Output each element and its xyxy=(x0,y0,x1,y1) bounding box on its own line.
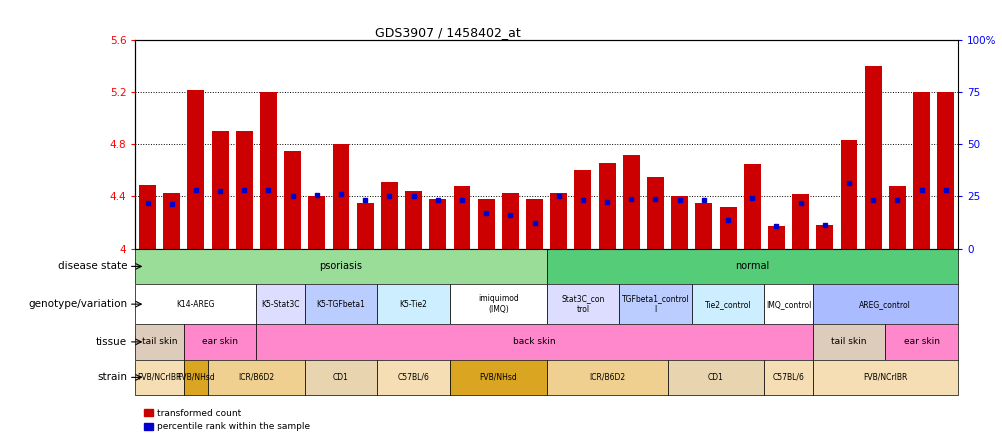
Text: back skin: back skin xyxy=(513,337,555,346)
Bar xyxy=(135,249,546,284)
Text: CD1: CD1 xyxy=(333,373,349,382)
Bar xyxy=(257,284,305,324)
Bar xyxy=(139,185,156,249)
Text: ear skin: ear skin xyxy=(903,337,939,346)
Bar xyxy=(260,92,277,249)
Bar xyxy=(937,92,953,249)
Bar xyxy=(450,360,546,395)
Bar xyxy=(207,360,305,395)
Bar xyxy=(885,324,957,360)
Text: AREG_control: AREG_control xyxy=(859,300,911,309)
Text: FVB/NHsd: FVB/NHsd xyxy=(176,373,214,382)
Bar xyxy=(377,284,450,324)
Text: normal: normal xyxy=(734,262,769,271)
Bar xyxy=(646,177,663,249)
Bar xyxy=(598,163,615,249)
Text: ear skin: ear skin xyxy=(201,337,237,346)
Text: imiquimod
(IMQ): imiquimod (IMQ) xyxy=(477,294,518,314)
Bar xyxy=(764,360,812,395)
Bar xyxy=(135,284,257,324)
Bar xyxy=(792,194,809,249)
Text: tail skin: tail skin xyxy=(831,337,866,346)
Bar xyxy=(305,360,377,395)
Text: TGFbeta1_control
l: TGFbeta1_control l xyxy=(621,294,688,314)
Bar xyxy=(381,182,398,249)
Bar xyxy=(526,199,542,249)
Text: Tie2_control: Tie2_control xyxy=(704,300,750,309)
Bar xyxy=(235,131,253,249)
Bar xyxy=(667,360,764,395)
Bar xyxy=(574,170,591,249)
Bar xyxy=(546,360,667,395)
Bar xyxy=(670,196,687,249)
Bar xyxy=(405,191,422,249)
Bar xyxy=(743,164,760,249)
Title: GDS3907 / 1458402_at: GDS3907 / 1458402_at xyxy=(375,26,520,39)
Bar xyxy=(477,199,494,249)
Bar xyxy=(812,284,957,324)
Bar xyxy=(764,284,812,324)
Text: ICR/B6D2: ICR/B6D2 xyxy=(238,373,275,382)
Text: FVB/NCrIBR: FVB/NCrIBR xyxy=(137,373,181,382)
Bar xyxy=(546,284,618,324)
Bar xyxy=(357,203,374,249)
Text: C57BL/6: C57BL/6 xyxy=(772,373,804,382)
Bar xyxy=(308,196,325,249)
Text: tail skin: tail skin xyxy=(141,337,177,346)
Text: Stat3C_con
trol: Stat3C_con trol xyxy=(561,294,604,314)
Text: disease state: disease state xyxy=(58,262,127,271)
Bar xyxy=(546,249,957,284)
Text: ICR/B6D2: ICR/B6D2 xyxy=(588,373,624,382)
Bar xyxy=(305,284,377,324)
Bar xyxy=(718,207,735,249)
Text: FVB/NHsd: FVB/NHsd xyxy=(479,373,517,382)
Text: tissue: tissue xyxy=(96,337,127,347)
Bar xyxy=(768,226,785,249)
Bar xyxy=(840,140,857,249)
Bar xyxy=(622,155,639,249)
Legend: transformed count, percentile rank within the sample: transformed count, percentile rank withi… xyxy=(140,405,314,435)
Bar xyxy=(550,193,567,249)
Bar xyxy=(912,92,929,249)
Bar xyxy=(816,225,833,249)
Bar xyxy=(812,360,957,395)
Bar xyxy=(135,360,183,395)
Text: FVB/NCrIBR: FVB/NCrIBR xyxy=(863,373,907,382)
Bar xyxy=(694,203,711,249)
Bar xyxy=(333,144,349,249)
Text: K14-AREG: K14-AREG xyxy=(176,300,214,309)
Text: K5-Tie2: K5-Tie2 xyxy=(399,300,427,309)
Bar xyxy=(187,90,204,249)
Bar xyxy=(377,360,450,395)
Text: psoriasis: psoriasis xyxy=(320,262,362,271)
Text: CD1: CD1 xyxy=(707,373,723,382)
Bar xyxy=(135,324,183,360)
Bar xyxy=(691,284,764,324)
Bar xyxy=(450,284,546,324)
Bar xyxy=(183,324,257,360)
Bar xyxy=(888,186,905,249)
Bar xyxy=(453,186,470,249)
Bar xyxy=(211,131,228,249)
Text: K5-Stat3C: K5-Stat3C xyxy=(262,300,300,309)
Bar xyxy=(163,193,180,249)
Bar xyxy=(618,284,691,324)
Bar xyxy=(284,151,301,249)
Bar xyxy=(183,360,207,395)
Text: strain: strain xyxy=(97,373,127,382)
Bar xyxy=(864,66,881,249)
Bar xyxy=(812,324,885,360)
Bar xyxy=(501,193,518,249)
Text: K5-TGFbeta1: K5-TGFbeta1 xyxy=(317,300,365,309)
Bar xyxy=(257,324,812,360)
Text: IMQ_control: IMQ_control xyxy=(766,300,811,309)
Text: C57BL/6: C57BL/6 xyxy=(397,373,429,382)
Bar xyxy=(429,199,446,249)
Text: genotype/variation: genotype/variation xyxy=(28,299,127,309)
